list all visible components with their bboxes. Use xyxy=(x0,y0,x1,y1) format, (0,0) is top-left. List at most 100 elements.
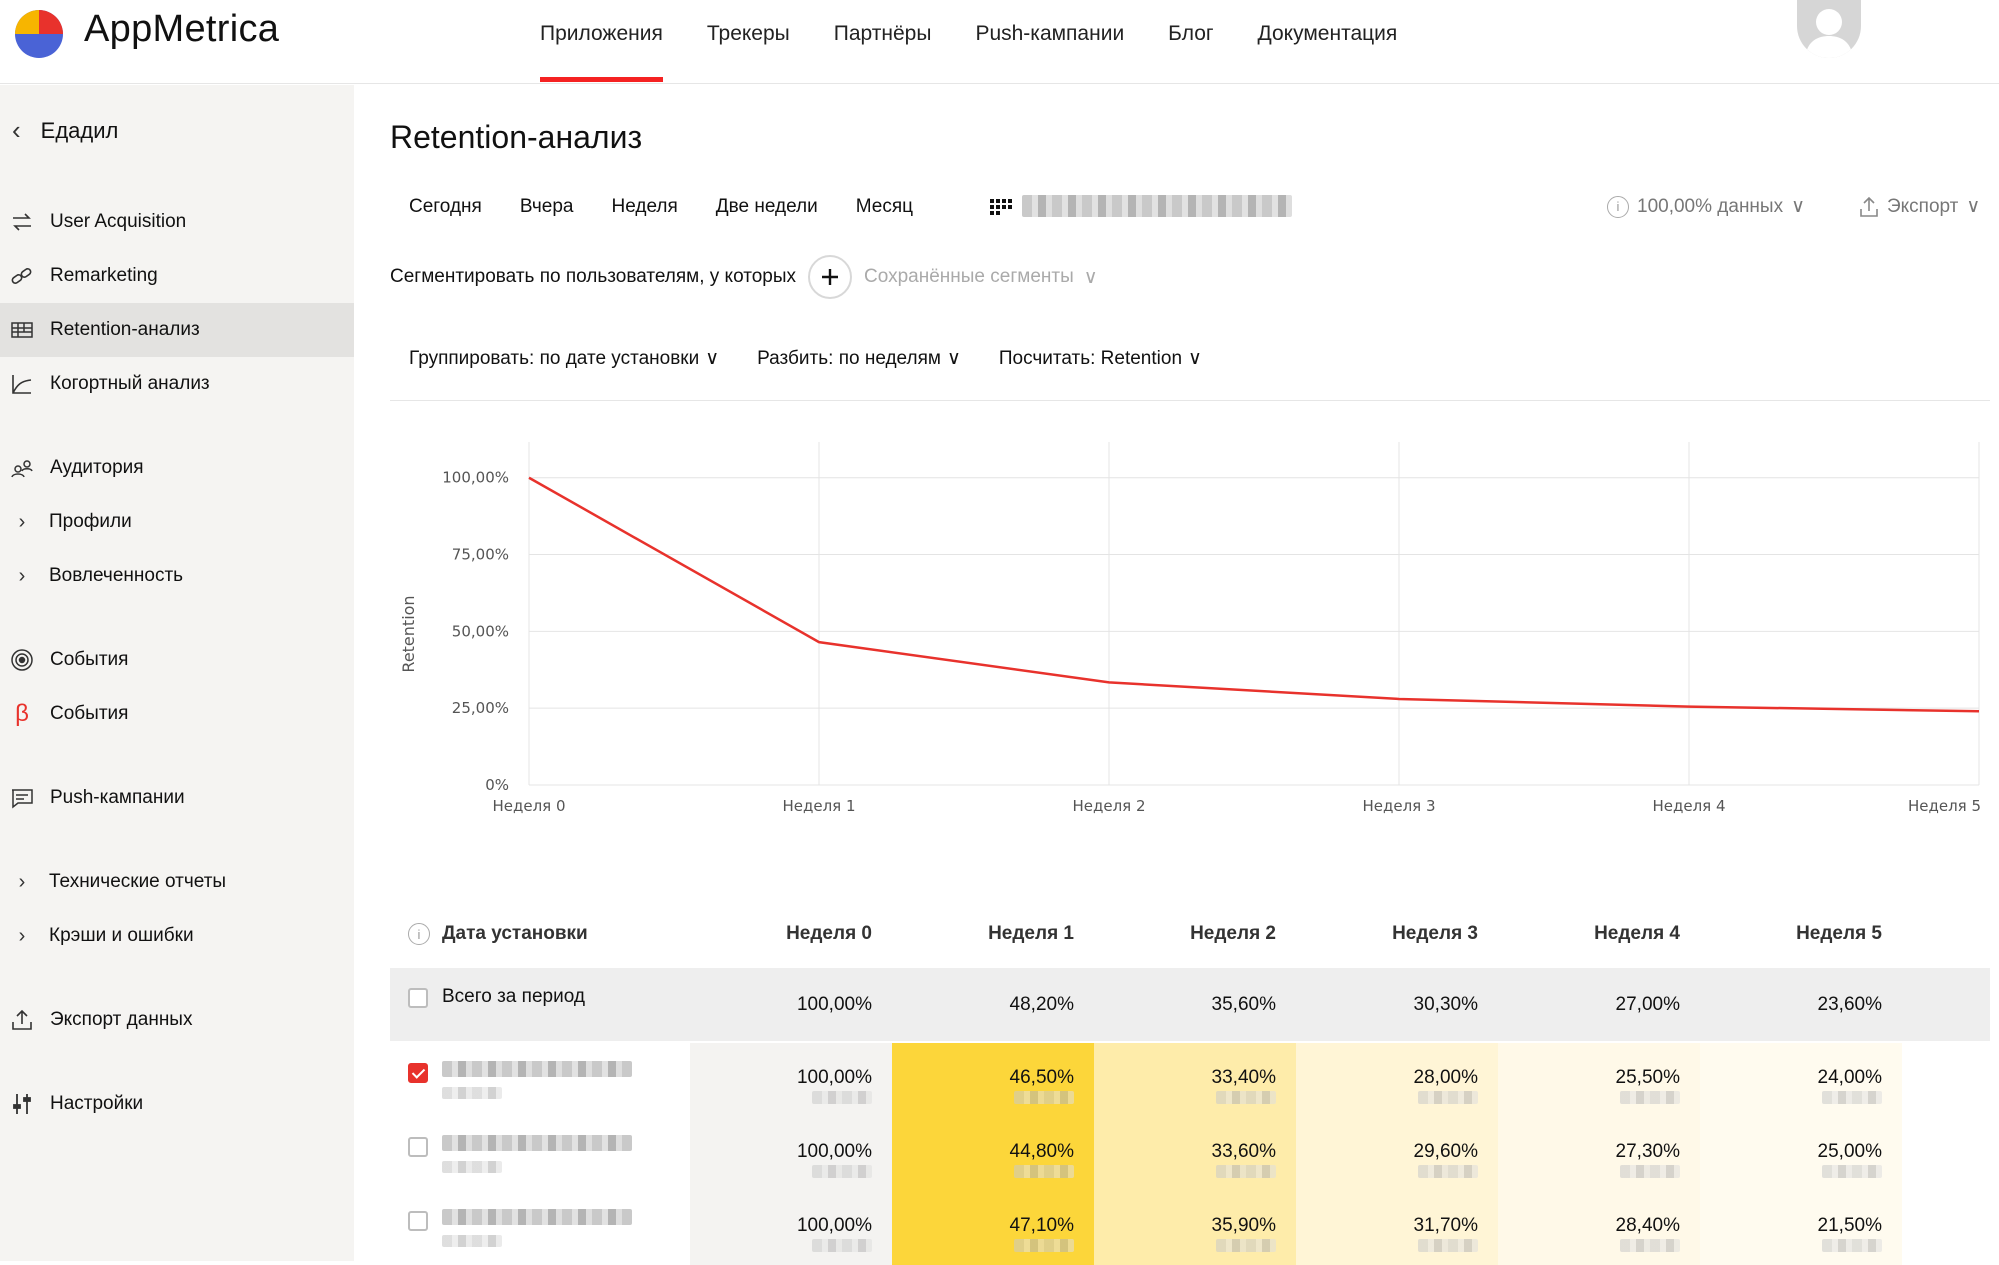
date-range-picker[interactable] xyxy=(990,195,1292,217)
table-cell[interactable]: 31,70% xyxy=(1296,1191,1498,1265)
table-cell[interactable]: 46,50% xyxy=(892,1043,1094,1117)
cell-value: 46,50% xyxy=(1010,1067,1074,1089)
row-checkbox[interactable] xyxy=(408,1211,428,1231)
y-tick-label: 100,00% xyxy=(442,469,509,487)
sidebar-item-label: Когортный анализ xyxy=(50,373,210,395)
row-label: Всего за период xyxy=(408,986,585,1008)
table-cell[interactable]: 35,60% xyxy=(1094,968,1296,1042)
sidebar-item-label: Экспорт данных xyxy=(50,1009,192,1031)
table-cell[interactable]: 44,80% xyxy=(892,1117,1094,1191)
chevron-right-icon: › xyxy=(8,511,36,534)
appmetrica-logo[interactable] xyxy=(10,0,68,58)
plus-icon xyxy=(820,267,840,287)
column-header-week-0[interactable]: Неделя 0 xyxy=(722,923,872,945)
nav-item-apps[interactable]: Приложения xyxy=(518,0,685,84)
top-header: AppMetrica Приложения Трекеры Партнёры P… xyxy=(0,0,1999,84)
data-sampling-dropdown[interactable]: i 100,00% данных ∨ xyxy=(1607,195,1805,218)
sidebar-item-retention[interactable]: Retention-анализ xyxy=(0,303,354,357)
column-header-week-5[interactable]: Неделя 5 xyxy=(1732,923,1882,945)
row-checkbox[interactable] xyxy=(408,1137,428,1157)
column-header-week-2[interactable]: Неделя 2 xyxy=(1126,923,1276,945)
row-checkbox[interactable] xyxy=(408,1063,428,1083)
table-cell[interactable]: 29,60% xyxy=(1296,1117,1498,1191)
count-dropdown[interactable]: Посчитать: Retention∨ xyxy=(999,347,1202,370)
split-by-dropdown[interactable]: Разбить: по неделям∨ xyxy=(757,347,961,370)
user-avatar[interactable] xyxy=(1797,0,1861,58)
period-month[interactable]: Месяц xyxy=(856,196,913,218)
sidebar-item-cohort[interactable]: Когортный анализ xyxy=(0,357,354,411)
sidebar-item-profiles[interactable]: › Профили xyxy=(0,495,354,549)
table-row: 100,00%44,80% 33,60% 29,60%27,30%25,00% xyxy=(390,1117,1990,1191)
cell-count-blurred xyxy=(1216,1239,1276,1252)
table-cell[interactable]: 28,40% xyxy=(1498,1191,1700,1265)
table-cell[interactable]: 27,30% xyxy=(1498,1117,1700,1191)
table-cell[interactable]: 47,10% xyxy=(892,1191,1094,1265)
table-cell[interactable]: 33,60% xyxy=(1094,1117,1296,1191)
sidebar-item-push[interactable]: Push-кампании xyxy=(0,771,354,825)
sidebar-item-crashes[interactable]: › Крэши и ошибки xyxy=(0,909,354,963)
sidebar-item-settings[interactable]: Настройки xyxy=(0,1077,354,1131)
row-count-blurred xyxy=(442,1161,502,1173)
back-to-app[interactable]: ‹ Едадил xyxy=(12,115,118,146)
table-cell[interactable]: 24,00% xyxy=(1700,1043,1902,1117)
table-cell[interactable]: 33,40% xyxy=(1094,1043,1296,1117)
table-cell[interactable]: 100,00% xyxy=(690,1117,892,1191)
table-cell[interactable]: 25,00% xyxy=(1700,1117,1902,1191)
nav-item-push[interactable]: Push-кампании xyxy=(953,0,1146,84)
row-count-blurred xyxy=(442,1235,502,1247)
table-row-total: Всего за период 100,00%48,20%35,60%30,30%… xyxy=(390,968,1990,1042)
app-title[interactable]: AppMetrica xyxy=(84,8,279,51)
table-cell[interactable]: 30,30% xyxy=(1296,968,1498,1042)
x-tick-label: Неделя 2 xyxy=(1072,797,1145,815)
cell-count-blurred xyxy=(1822,1239,1882,1252)
cell-count-blurred xyxy=(812,1239,872,1252)
nav-item-docs[interactable]: Документация xyxy=(1236,0,1420,84)
table-cell[interactable]: 100,00% xyxy=(690,1191,892,1265)
sidebar-item-events-beta[interactable]: β События xyxy=(0,687,354,741)
column-header-week-4[interactable]: Неделя 4 xyxy=(1530,923,1680,945)
period-two-weeks[interactable]: Две недели xyxy=(716,196,818,218)
table-cell[interactable]: 48,20% xyxy=(892,968,1094,1042)
table-cell[interactable]: 35,90% xyxy=(1094,1191,1296,1265)
message-icon xyxy=(8,786,36,810)
table-cell[interactable]: 28,00% xyxy=(1296,1043,1498,1117)
add-segment-button[interactable] xyxy=(808,255,852,299)
table-cell[interactable]: 23,60% xyxy=(1700,968,1902,1042)
period-yesterday[interactable]: Вчера xyxy=(520,196,574,218)
saved-segments-label: Сохранённые сегменты xyxy=(864,266,1074,288)
nav-item-partners[interactable]: Партнёры xyxy=(812,0,954,84)
x-tick-label: Неделя 3 xyxy=(1362,797,1435,815)
column-header-install-date[interactable]: i Дата установки xyxy=(408,923,708,945)
app-name: Едадил xyxy=(41,118,119,144)
sidebar-item-events[interactable]: События xyxy=(0,633,354,687)
period-today[interactable]: Сегодня xyxy=(409,196,482,218)
row-label xyxy=(408,1061,632,1099)
period-week[interactable]: Неделя xyxy=(611,196,677,218)
sidebar-item-user-acquisition[interactable]: User Acquisition xyxy=(0,195,354,249)
sidebar-item-audience[interactable]: Аудитория xyxy=(0,441,354,495)
sidebar-item-tech-reports[interactable]: › Технические отчеты xyxy=(0,855,354,909)
sidebar-item-engagement[interactable]: › Вовлеченность xyxy=(0,549,354,603)
table-cell[interactable]: 27,00% xyxy=(1498,968,1700,1042)
table-cell[interactable]: 25,50% xyxy=(1498,1043,1700,1117)
sidebar-item-label: Retention-анализ xyxy=(50,319,200,341)
column-header-week-1[interactable]: Неделя 1 xyxy=(924,923,1074,945)
nav-item-blog[interactable]: Блог xyxy=(1146,0,1235,84)
table-cell[interactable]: 100,00% xyxy=(690,1043,892,1117)
group-by-dropdown[interactable]: Группировать: по дате установки∨ xyxy=(409,347,719,370)
saved-segments-dropdown[interactable]: Сохранённые сегменты ∨ xyxy=(864,266,1098,289)
sidebar-item-remarketing[interactable]: Remarketing xyxy=(0,249,354,303)
cell-value: 33,40% xyxy=(1212,1067,1276,1089)
group-by-label: Группировать: по дате установки xyxy=(409,348,699,370)
cell-value: 28,40% xyxy=(1616,1215,1680,1237)
nav-item-trackers[interactable]: Трекеры xyxy=(685,0,812,84)
row-checkbox[interactable] xyxy=(408,988,428,1008)
column-header-week-3[interactable]: Неделя 3 xyxy=(1328,923,1478,945)
cell-value: 33,60% xyxy=(1212,1141,1276,1163)
table-cell[interactable]: 100,00% xyxy=(690,968,892,1042)
table-cell[interactable]: 21,50% xyxy=(1700,1191,1902,1265)
sidebar-item-export[interactable]: Экспорт данных xyxy=(0,993,354,1047)
export-button[interactable]: Экспорт ∨ xyxy=(1859,195,1980,218)
